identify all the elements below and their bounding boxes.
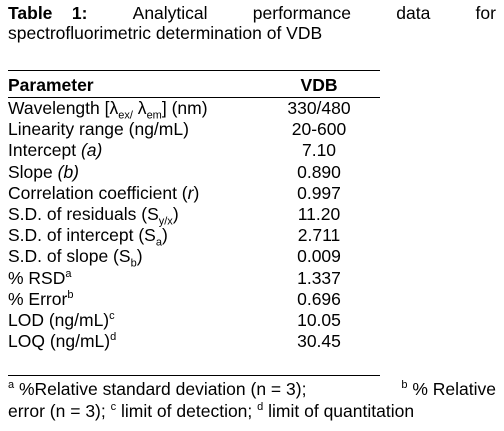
- header-vdb: VDB: [300, 75, 338, 95]
- header-parameter: Parameter: [8, 75, 94, 95]
- table-row: LOQ (ng/mL)d 30.45: [8, 331, 380, 352]
- header-row: Parameter VDB: [8, 73, 380, 97]
- row-value: 20-600: [291, 119, 347, 140]
- table-row: % Errorb 0.696: [8, 289, 380, 310]
- row-parameter: LOQ (ng/mL)d: [8, 331, 117, 352]
- table-row: Slope (b) 0.890: [8, 162, 380, 183]
- table-caption: Table 1: Analytical performance data for…: [8, 3, 496, 43]
- row-value: 11.20: [297, 204, 341, 225]
- table-row: Intercept (a) 7.10: [8, 140, 380, 161]
- footnote-rsd: a %Relative standard deviation (n = 3);: [8, 379, 307, 399]
- row-parameter: % Errorb: [8, 288, 74, 309]
- table-top-rule: [8, 70, 380, 71]
- row-value: 0.890: [297, 161, 341, 182]
- row-parameter: Correlation coefficient (r): [8, 182, 200, 203]
- table-row: Wavelength [λex/ λem] (nm) 330/480: [8, 97, 380, 122]
- row-value: 10.05: [297, 309, 341, 330]
- row-value: 1.337: [297, 267, 341, 288]
- row-value: 7.10: [301, 140, 337, 161]
- data-table: Parameter VDB Wavelength [λex/ λem] (nm)…: [8, 73, 380, 352]
- caption-label: Table 1:: [8, 3, 88, 23]
- table-row: LOD (ng/mL)c 10.05: [8, 310, 380, 331]
- row-value: 0.997: [297, 182, 341, 203]
- row-value: 2.711: [297, 225, 341, 246]
- row-parameter: Linearity range (ng/mL): [8, 119, 189, 140]
- caption-line-1: Table 1: Analytical performance data for: [8, 3, 496, 23]
- caption-word: for: [475, 3, 496, 23]
- table-row: S.D. of intercept (Sa) 2.711: [8, 225, 380, 249]
- row-parameter: Slope (b): [8, 161, 80, 182]
- table-row: Linearity range (ng/mL) 20-600: [8, 119, 380, 140]
- table-bottom-rule: [8, 375, 380, 376]
- caption-word: data: [396, 3, 431, 23]
- table-footnote: a %Relative standard deviation (n = 3); …: [8, 378, 496, 422]
- table-row: S.D. of slope (Sb) 0.009: [8, 246, 380, 270]
- row-value: 30.45: [297, 331, 341, 352]
- row-value: 0.696: [297, 288, 341, 309]
- footnote-line-2: error (n = 3); c limit of detection; d l…: [8, 401, 415, 421]
- table-row: Correlation coefficient (r) 0.997: [8, 183, 380, 204]
- row-parameter: S.D. of slope (Sb): [8, 246, 143, 270]
- footnote-line-1: a %Relative standard deviation (n = 3); …: [8, 378, 496, 400]
- caption-word: Analytical: [132, 3, 208, 23]
- row-parameter: % RSDa: [8, 267, 72, 288]
- row-value: 0.009: [297, 246, 341, 267]
- row-parameter: Wavelength [λex/ λem] (nm): [8, 98, 208, 122]
- row-parameter: S.D. of intercept (Sa): [8, 225, 168, 249]
- table-row: S.D. of residuals (Sy/x) 11.20: [8, 204, 380, 228]
- row-parameter: S.D. of residuals (Sy/x): [8, 204, 179, 228]
- footnote-relative: b % Relative: [401, 379, 496, 399]
- table-header-rule: [8, 97, 380, 98]
- caption-line-2: spectrofluorimetric determination of VDB: [8, 23, 323, 43]
- caption-word: performance: [252, 3, 352, 23]
- row-parameter: LOD (ng/mL)c: [8, 309, 115, 330]
- table-row: % RSDa 1.337: [8, 268, 380, 289]
- row-parameter: Intercept (a): [8, 140, 103, 161]
- row-value: 330/480: [287, 98, 351, 119]
